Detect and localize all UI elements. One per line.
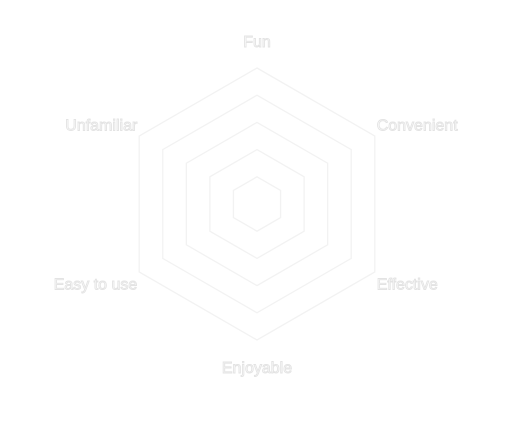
axis-label-unfamiliar: Unfamiliar (65, 118, 138, 135)
axis-label-convenient: Convenient (377, 118, 459, 135)
radar-axis-labels: Fun Convenient Effective Enjoyable Easy to u… (53, 34, 459, 378)
axis-label-fun: Fun (243, 34, 271, 51)
axis-label-enjoyable: Enjoyable (222, 360, 292, 377)
radar-grid-ring-5 (138, 67, 376, 341)
radar-grid-ring-1 (232, 176, 282, 232)
radar-grid-ring-2 (209, 148, 305, 260)
axis-label-effective: Effective (377, 277, 438, 294)
radar-grid-ring-3 (185, 121, 329, 287)
radar-grid-ring-4 (162, 94, 352, 314)
axis-label-easy-to-use: Easy to use (54, 277, 138, 294)
radar-grid (138, 67, 376, 341)
